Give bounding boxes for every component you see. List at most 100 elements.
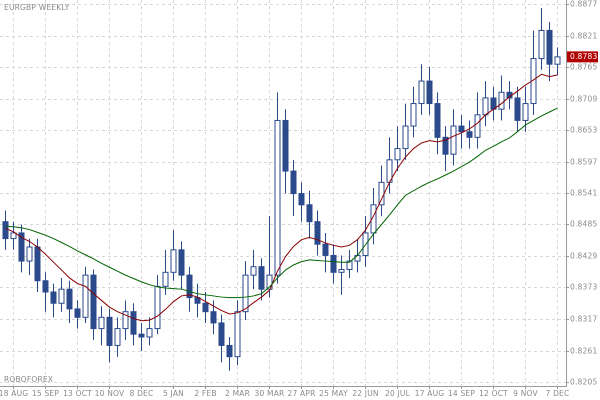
y-tick-label: 0.8429: [570, 252, 597, 261]
candle-body: [514, 97, 521, 121]
candle-body: [426, 80, 433, 105]
candle-body: [402, 125, 409, 150]
candle-body: [98, 316, 105, 330]
candle-body: [74, 308, 81, 318]
candle-body: [162, 271, 169, 287]
candle-body: [42, 280, 49, 293]
x-tick-label: 12 OCT: [479, 389, 508, 398]
candle-body: [418, 80, 425, 105]
y-tick-label: 0.8821: [570, 32, 597, 41]
candle-body: [50, 291, 57, 304]
x-tick-label: 5 JAN: [163, 389, 184, 398]
y-tick-label: 0.8709: [570, 95, 597, 104]
last-price-label: 0.8783: [570, 52, 597, 61]
candle-body: [538, 29, 545, 60]
y-tick-label: 0.8541: [570, 189, 597, 198]
candle-body: [154, 285, 161, 330]
y-tick-label: 0.8261: [570, 347, 597, 356]
candle-body: [338, 269, 345, 273]
candle-body: [82, 274, 89, 318]
candle-body: [234, 311, 241, 358]
candle-body: [66, 288, 73, 310]
candle-body: [466, 131, 473, 138]
x-tick-label: 8 DEC: [130, 389, 154, 398]
x-tick-label: 22 JUN: [352, 389, 378, 398]
candle-body: [274, 119, 281, 276]
candle-body: [458, 125, 465, 133]
candle-body: [306, 204, 313, 223]
candle-body: [522, 103, 529, 121]
candle-body: [178, 249, 185, 276]
candle-body: [330, 254, 337, 273]
candle-body: [546, 29, 553, 65]
candle-body: [258, 266, 265, 290]
y-tick-label: 0.8373: [570, 283, 597, 292]
candle-body: [202, 302, 209, 313]
candle-body: [138, 333, 145, 338]
y-tick-label: 0.8765: [570, 63, 597, 72]
candle-body: [210, 311, 217, 324]
candle-body: [90, 274, 97, 330]
y-tick-label: 0.8317: [570, 315, 597, 324]
last-price-box: [567, 51, 598, 63]
candle-body: [58, 288, 65, 304]
candle-body: [474, 114, 481, 138]
candle-body: [122, 311, 129, 330]
candle-body: [250, 266, 257, 276]
x-tick-label: 10 NOV: [95, 389, 125, 398]
x-tick-label: 30 MAR: [255, 389, 285, 398]
candle-body: [170, 249, 177, 273]
y-tick-label: 0.8205: [570, 378, 597, 387]
moving-average-line: [5, 107, 558, 299]
x-tick-label: 13 OCT: [63, 389, 92, 398]
x-tick-label: 27 APR: [288, 389, 316, 398]
candle-body: [346, 260, 353, 270]
candle-body: [498, 91, 505, 110]
candle-body: [378, 181, 385, 206]
plot-area: [2, 7, 561, 371]
candle-body: [2, 221, 9, 240]
y-tick-label: 0.8485: [570, 220, 597, 229]
candle-body: [434, 103, 441, 138]
candle-body: [410, 103, 417, 127]
candle-body: [226, 344, 233, 358]
chart-title: EURGBP WEEKLY: [4, 3, 70, 12]
x-tick-label: 17 AUG: [415, 389, 445, 398]
candle-body: [554, 56, 561, 65]
x-tick-label: 18 AUG: [0, 389, 28, 398]
candle-body: [130, 311, 137, 335]
x-tick-label: 15 SEP: [32, 389, 59, 398]
candle-body: [218, 322, 225, 346]
y-tick-label: 0.8597: [570, 158, 597, 167]
candle-body: [146, 328, 153, 338]
candle-body: [370, 204, 377, 234]
candle-body: [322, 243, 329, 256]
candle-body: [34, 246, 41, 282]
candle-body: [26, 246, 33, 262]
candle-body: [114, 328, 121, 346]
x-tick-label: 20 JUL: [385, 389, 411, 398]
x-tick-label: 25 MAY: [319, 389, 348, 398]
x-tick-label: 14 SEP: [448, 389, 475, 398]
y-tick-label: 0.8653: [570, 126, 597, 135]
candle-body: [242, 274, 249, 313]
candle-body: [282, 119, 289, 172]
watermark: ROBOFOREX: [4, 375, 53, 384]
candle-body: [482, 97, 489, 116]
candle-body: [10, 232, 17, 240]
x-tick-label: 7 DEC: [546, 389, 570, 398]
candle-body: [314, 221, 321, 245]
candle-body: [186, 274, 193, 299]
x-tick-label: 2 FEB: [194, 389, 216, 398]
candle-body: [106, 316, 113, 346]
moving-average-line: [5, 73, 558, 322]
candle-body: [290, 170, 297, 195]
x-tick-label: 2 MAR: [225, 389, 250, 398]
candle-body: [394, 148, 401, 161]
candle-body: [450, 125, 457, 155]
x-tick-label: 9 NOV: [513, 389, 538, 398]
candle-body: [298, 193, 305, 206]
candle-body: [18, 232, 25, 262]
